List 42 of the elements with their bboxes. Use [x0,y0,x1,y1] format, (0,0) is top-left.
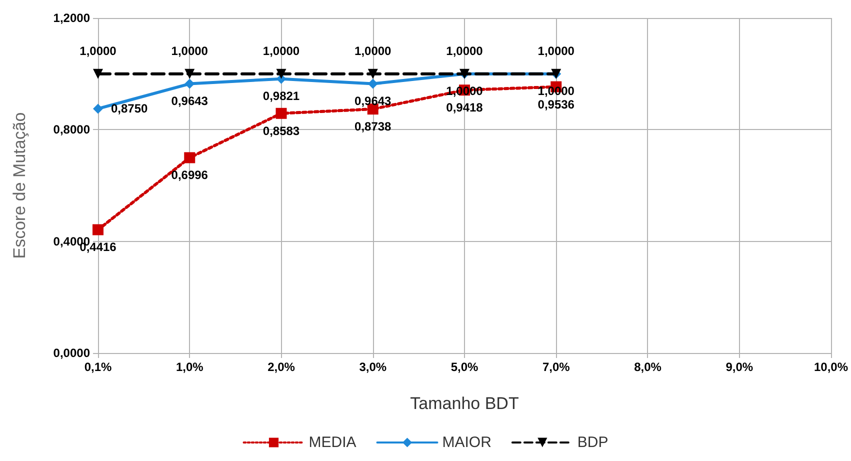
data-label: 0,9643 [171,94,208,108]
data-label: 0,8583 [262,124,300,138]
x-tick-label: 1,0% [176,360,204,374]
data-label: 0,6996 [171,168,208,182]
x-tick-label: 5,0% [450,360,478,374]
data-label: 0,9821 [262,88,300,103]
legend-label: MAIOR [442,434,492,451]
x-tick-label: 9,0% [726,360,754,374]
point [184,68,195,79]
x-tick-label: 3,0% [359,360,387,374]
point [276,68,286,79]
point [184,152,196,164]
data-label: 0,9643 [354,94,392,108]
data-label: 0,8750 [111,102,148,116]
y-tick-label: 0,8000 [53,122,90,137]
legend-label: BDP [577,434,608,451]
y-tick-label: 0,0000 [53,346,90,360]
data-label: 1,0000 [80,44,117,58]
point [92,224,104,236]
x-tick-label: 0,1% [84,360,112,374]
point [93,68,103,79]
x-tick-label: 8,0% [634,360,662,374]
y-tick-label: 1,2000 [53,11,90,25]
x-tick-label: 7,0% [542,360,570,374]
data-label: 0,8738 [354,120,392,134]
data-label: 0,9536 [538,97,575,112]
point [368,68,378,79]
data-label: 1,0000 [446,44,484,58]
point [93,104,103,114]
point [184,78,195,89]
x-axis-title: Tamanho BDT [410,394,519,413]
point [368,78,378,89]
y-axis-title: Escore de Mutação [10,112,29,259]
data-label: 1,0000 [538,44,575,58]
data-label: 1,0000 [262,44,300,58]
legend-label: MEDIA [308,434,356,451]
data-label: 1,0000 [354,44,392,58]
x-tick-label: 2,0% [268,360,296,374]
point [276,108,287,119]
x-tick-label: 10,0% [814,360,848,374]
data-label: 1,0000 [171,44,208,58]
data-label: 0,9418 [446,100,484,115]
